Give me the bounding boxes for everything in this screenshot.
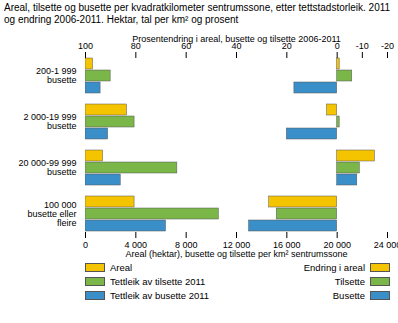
svg-text:60: 60 [181,40,192,51]
svg-text:2 000-19 999busette: 2 000-19 999busette [23,112,76,131]
svg-text:12 000: 12 000 [222,239,251,250]
html-text:Areal: Areal [110,262,133,273]
html-text:Busette: Busette [332,290,365,301]
svg-text:200-1 999busette: 200-1 999busette [36,66,77,85]
html-text:Endring i areal: Endring i areal [303,262,365,273]
html-text:Tettleik av tilsette 2011: Tettleik av tilsette 2011 [110,276,206,287]
svg-text:80: 80 [130,40,141,51]
svg-text:100 000busette ellerfleire: 100 000busette ellerfleire [27,200,76,228]
svg-text:40: 40 [231,40,242,51]
svg-text:-20: -20 [381,41,394,51]
svg-text:Prosentendring i areal, busett: Prosentendring i areal, busette og tilse… [132,34,340,44]
svg-text:20 000: 20 000 [323,239,351,250]
svg-text:Areal (hektar), busette og til: Areal (hektar), busette og tilsette per … [125,249,347,259]
html-text:Areal, tilsette og busette per: Areal, tilsette og busette per kvadratki… [4,2,391,25]
svg-text:20 000-99 999busette: 20 000-99 999busette [18,158,76,177]
svg-text:16 000: 16 000 [273,239,301,250]
html-text:Tilsette: Tilsette [334,276,365,287]
html-text:Tettleik av busette 2011: Tettleik av busette 2011 [110,290,210,301]
svg-text:8 000: 8 000 [174,239,198,250]
svg-text:0: 0 [83,240,88,250]
svg-text:4 000: 4 000 [124,239,148,250]
svg-text:0: 0 [334,40,340,51]
svg-text:24 000: 24 000 [374,240,398,250]
svg-text:100: 100 [78,41,93,51]
svg-text:20: 20 [281,40,292,51]
svg-text:-10: -10 [356,41,369,51]
